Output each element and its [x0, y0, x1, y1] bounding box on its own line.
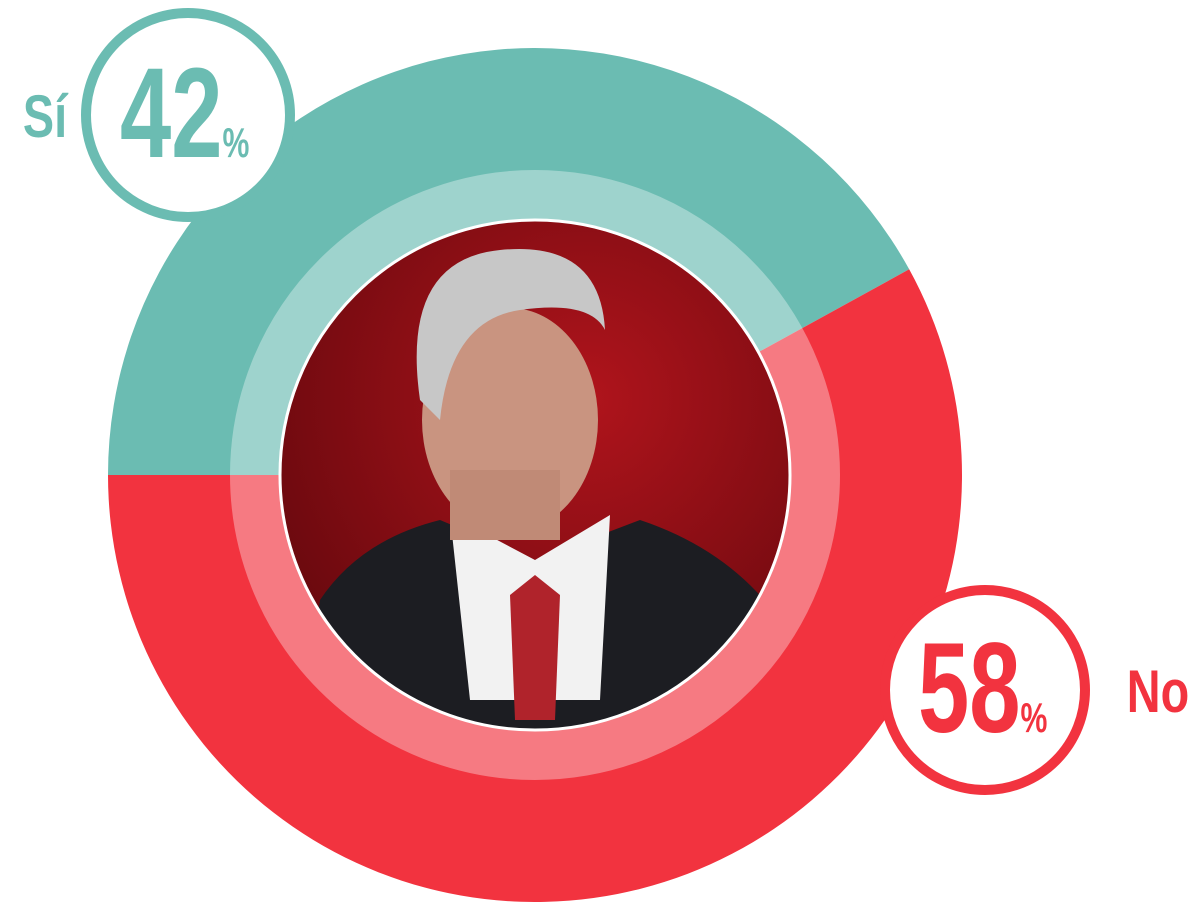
label-circle [81, 8, 295, 222]
value-label-group: 58% [918, 616, 1047, 759]
category-label-group: No [1127, 658, 1189, 725]
photo [280, 220, 790, 730]
segment [108, 48, 910, 475]
photo-border [278, 218, 792, 732]
value-label: 42% [120, 41, 249, 184]
donut [108, 48, 962, 902]
category-label: Sí [23, 83, 69, 150]
category-label: No [1127, 658, 1189, 725]
value-label-group: 42% [120, 41, 249, 184]
category-label-group: Sí [23, 83, 69, 150]
segment [108, 269, 962, 902]
value-label: 58% [918, 616, 1047, 759]
label-circle [880, 585, 1090, 795]
inner-ring [230, 170, 840, 780]
